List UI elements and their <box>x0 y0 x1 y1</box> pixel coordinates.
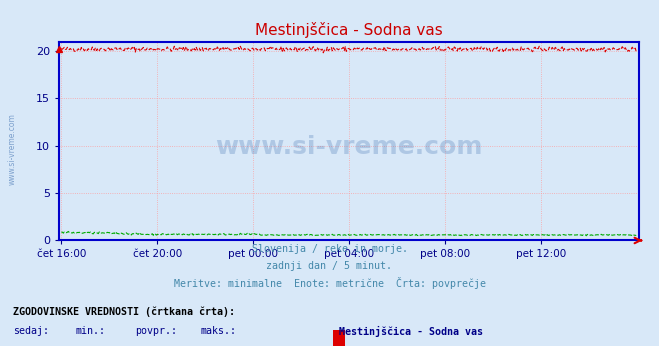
Text: Mestinjščica - Sodna vas: Mestinjščica - Sodna vas <box>339 326 484 337</box>
Text: maks.:: maks.: <box>201 326 237 336</box>
Text: min.:: min.: <box>76 326 106 336</box>
Text: Meritve: minimalne  Enote: metrične  Črta: povprečje: Meritve: minimalne Enote: metrične Črta:… <box>173 277 486 289</box>
Text: zadnji dan / 5 minut.: zadnji dan / 5 minut. <box>266 261 393 271</box>
Text: sedaj:: sedaj: <box>13 326 49 336</box>
Text: www.si-vreme.com: www.si-vreme.com <box>8 113 17 185</box>
Title: Mestinjščica - Sodna vas: Mestinjščica - Sodna vas <box>256 21 443 38</box>
Text: ZGODOVINSKE VREDNOSTI (črtkana črta):: ZGODOVINSKE VREDNOSTI (črtkana črta): <box>13 306 235 317</box>
Text: www.si-vreme.com: www.si-vreme.com <box>215 135 483 159</box>
Text: Slovenija / reke in morje.: Slovenija / reke in morje. <box>252 244 407 254</box>
Text: povpr.:: povpr.: <box>135 326 177 336</box>
